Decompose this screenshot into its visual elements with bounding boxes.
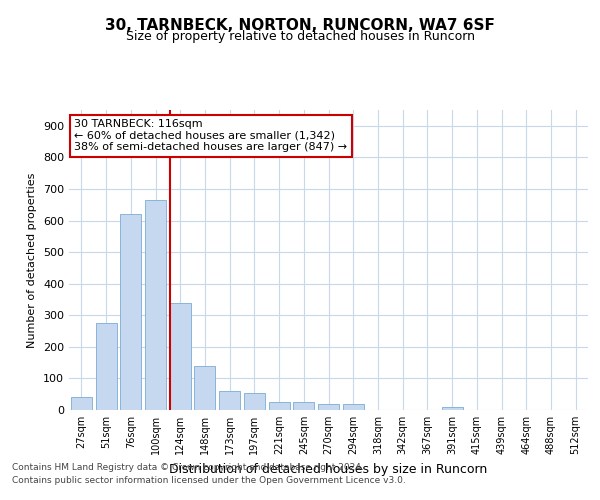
Bar bbox=[244, 392, 265, 410]
Bar bbox=[95, 323, 116, 410]
Bar bbox=[442, 407, 463, 410]
Text: Contains public sector information licensed under the Open Government Licence v3: Contains public sector information licen… bbox=[12, 476, 406, 485]
Bar bbox=[170, 302, 191, 410]
Bar bbox=[194, 366, 215, 410]
Bar bbox=[120, 214, 141, 410]
Text: Contains HM Land Registry data © Crown copyright and database right 2024.: Contains HM Land Registry data © Crown c… bbox=[12, 464, 364, 472]
Bar bbox=[343, 404, 364, 410]
Bar bbox=[145, 200, 166, 410]
X-axis label: Distribution of detached houses by size in Runcorn: Distribution of detached houses by size … bbox=[169, 462, 488, 475]
Bar bbox=[269, 402, 290, 410]
Bar bbox=[293, 402, 314, 410]
Bar bbox=[318, 404, 339, 410]
Bar bbox=[71, 398, 92, 410]
Text: 30 TARNBECK: 116sqm
← 60% of detached houses are smaller (1,342)
38% of semi-det: 30 TARNBECK: 116sqm ← 60% of detached ho… bbox=[74, 119, 347, 152]
Text: Size of property relative to detached houses in Runcorn: Size of property relative to detached ho… bbox=[125, 30, 475, 43]
Text: 30, TARNBECK, NORTON, RUNCORN, WA7 6SF: 30, TARNBECK, NORTON, RUNCORN, WA7 6SF bbox=[105, 18, 495, 32]
Bar bbox=[219, 391, 240, 410]
Y-axis label: Number of detached properties: Number of detached properties bbox=[28, 172, 37, 348]
